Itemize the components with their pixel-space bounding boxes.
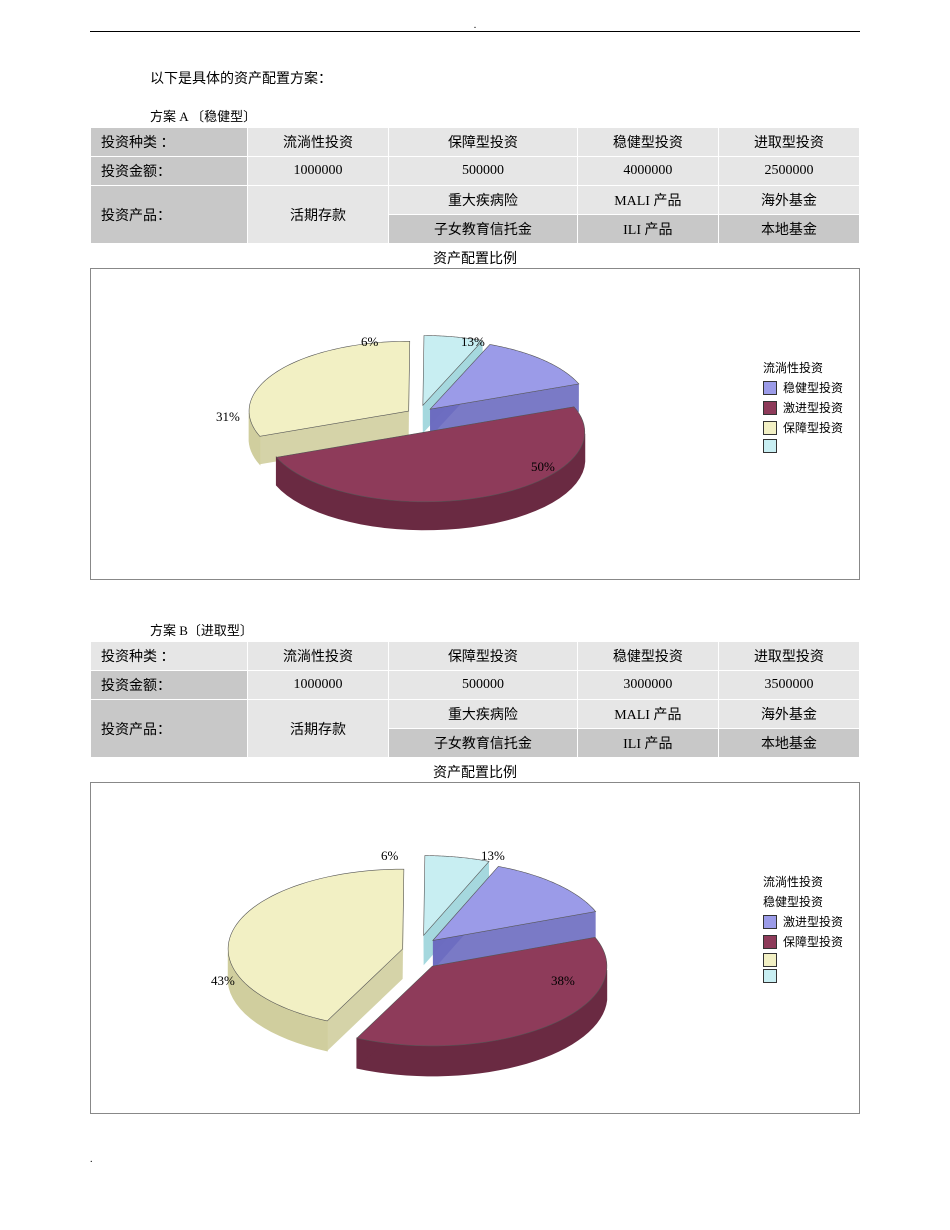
legend-item: 保障型投资 bbox=[763, 419, 843, 437]
pct-label: 6% bbox=[381, 848, 398, 864]
pct-label: 31% bbox=[216, 409, 240, 425]
legend-text: 激进型投资 bbox=[783, 913, 843, 931]
amount-cell: 1000000 bbox=[248, 157, 389, 186]
plan-b-table: 投资种类 ： 流淌性投资 保障型投资 稳健型投资 进取型投资 投资金额： 100… bbox=[90, 641, 860, 758]
chart-a-title: 资产配置比例 bbox=[90, 248, 860, 268]
product-cell: MALI 产品 bbox=[577, 186, 718, 215]
legend-item: 激进型投资 bbox=[763, 913, 843, 931]
product-cell: 重大疾病险 bbox=[389, 700, 578, 729]
legend-item: 保障型投资 bbox=[763, 933, 843, 951]
legend-item: 流淌性投资 bbox=[763, 359, 843, 377]
legend-swatch-icon bbox=[763, 935, 777, 949]
legend-item bbox=[763, 439, 843, 453]
pie-chart-a bbox=[91, 269, 859, 579]
product-cell: 本地基金 bbox=[718, 729, 859, 758]
plan-a-table: 投资种类 ： 流淌性投资 保障型投资 稳健型投资 进取型投资 投资金额： 100… bbox=[90, 127, 860, 244]
legend-item bbox=[763, 953, 843, 967]
pct-label: 43% bbox=[211, 973, 235, 989]
legend-swatch-icon bbox=[763, 381, 777, 395]
col-header: 流淌性投资 bbox=[248, 642, 389, 671]
product-cell: 子女教育信托金 bbox=[389, 729, 578, 758]
col-header: 流淌性投资 bbox=[248, 128, 389, 157]
pct-label: 38% bbox=[551, 973, 575, 989]
product-cell: 活期存款 bbox=[248, 186, 389, 244]
amount-cell: 500000 bbox=[389, 157, 578, 186]
intro-text: 以下是具体的资产配置方案： bbox=[150, 68, 860, 88]
top-marker: . bbox=[90, 20, 860, 31]
plan-a-label: 方案 A 〔稳健型〕 bbox=[150, 106, 860, 125]
row-amount-label: 投资金额： bbox=[91, 671, 248, 700]
legend-swatch-icon bbox=[763, 953, 777, 967]
product-cell: MALI 产品 bbox=[577, 700, 718, 729]
amount-cell: 1000000 bbox=[248, 671, 389, 700]
legend-swatch-icon bbox=[763, 439, 777, 453]
row-type-label: 投资种类 ： bbox=[91, 128, 248, 157]
legend-swatch-icon bbox=[763, 915, 777, 929]
chart-b-legend: 流淌性投资稳健型投资激进型投资保障型投资 bbox=[763, 873, 843, 985]
legend-swatch-icon bbox=[763, 401, 777, 415]
product-cell: 重大疾病险 bbox=[389, 186, 578, 215]
chart-b: 流淌性投资稳健型投资激进型投资保障型投资 13% 38% 43% 6% bbox=[90, 782, 860, 1114]
pie-chart-b bbox=[91, 783, 859, 1113]
row-product-label: 投资产品： bbox=[91, 186, 248, 244]
row-product-label: 投资产品： bbox=[91, 700, 248, 758]
plan-b-label: 方案 B〔进取型〕 bbox=[150, 620, 860, 639]
product-cell: ILI 产品 bbox=[577, 729, 718, 758]
row-type-label: 投资种类 ： bbox=[91, 642, 248, 671]
product-cell: ILI 产品 bbox=[577, 215, 718, 244]
product-cell: 子女教育信托金 bbox=[389, 215, 578, 244]
pct-label: 13% bbox=[461, 334, 485, 350]
chart-a-legend: 流淌性投资稳健型投资激进型投资保障型投资 bbox=[763, 359, 843, 455]
legend-text: 保障型投资 bbox=[783, 933, 843, 951]
amount-cell: 500000 bbox=[389, 671, 578, 700]
pct-label: 6% bbox=[361, 334, 378, 350]
pct-label: 50% bbox=[531, 459, 555, 475]
product-cell: 本地基金 bbox=[718, 215, 859, 244]
product-cell: 海外基金 bbox=[718, 700, 859, 729]
legend-item: 稳健型投资 bbox=[763, 379, 843, 397]
legend-text: 稳健型投资 bbox=[783, 379, 843, 397]
legend-swatch-icon bbox=[763, 421, 777, 435]
bottom-marker: . bbox=[90, 1154, 860, 1165]
legend-item: 稳健型投资 bbox=[763, 893, 843, 911]
product-cell: 活期存款 bbox=[248, 700, 389, 758]
col-header: 稳健型投资 bbox=[577, 128, 718, 157]
legend-text: 激进型投资 bbox=[783, 399, 843, 417]
amount-cell: 4000000 bbox=[577, 157, 718, 186]
row-amount-label: 投资金额： bbox=[91, 157, 248, 186]
amount-cell: 3000000 bbox=[577, 671, 718, 700]
amount-cell: 2500000 bbox=[718, 157, 859, 186]
chart-a: 流淌性投资稳健型投资激进型投资保障型投资 13% 50% 31% 6% bbox=[90, 268, 860, 580]
col-header: 稳健型投资 bbox=[577, 642, 718, 671]
legend-item: 激进型投资 bbox=[763, 399, 843, 417]
legend-swatch-icon bbox=[763, 969, 777, 983]
amount-cell: 3500000 bbox=[718, 671, 859, 700]
col-header: 进取型投资 bbox=[718, 642, 859, 671]
product-cell: 海外基金 bbox=[718, 186, 859, 215]
pct-label: 13% bbox=[481, 848, 505, 864]
col-header: 进取型投资 bbox=[718, 128, 859, 157]
col-header: 保障型投资 bbox=[389, 128, 578, 157]
col-header: 保障型投资 bbox=[389, 642, 578, 671]
document-page: . 以下是具体的资产配置方案： 方案 A 〔稳健型〕 投资种类 ： 流淌性投资 … bbox=[0, 0, 950, 1205]
legend-item: 流淌性投资 bbox=[763, 873, 843, 891]
legend-text: 保障型投资 bbox=[783, 419, 843, 437]
chart-b-title: 资产配置比例 bbox=[90, 762, 860, 782]
top-rule bbox=[90, 31, 860, 32]
legend-item bbox=[763, 969, 843, 983]
